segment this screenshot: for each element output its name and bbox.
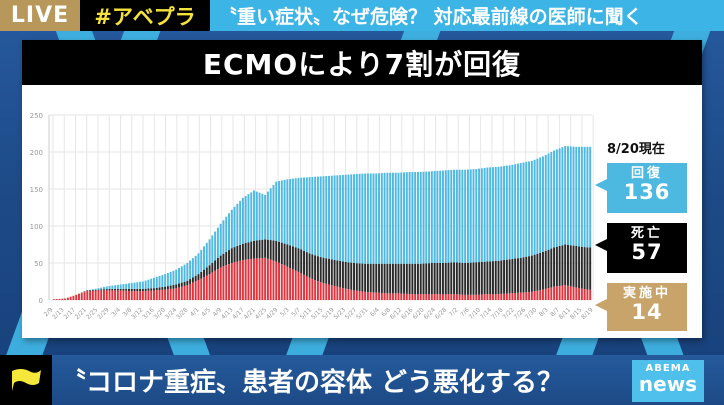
legend-value: 136 (623, 179, 671, 204)
svg-text:100: 100 (30, 223, 43, 231)
svg-text:8/19: 8/19 (580, 306, 595, 321)
svg-text:2/29: 2/29 (96, 306, 111, 321)
svg-text:4/9: 4/9 (211, 306, 223, 318)
svg-text:5/31: 5/31 (355, 306, 370, 321)
legend-label: 死亡 (630, 226, 663, 241)
flag-badge (0, 355, 52, 405)
chart-title: ECMOにより7割が回復 (22, 40, 702, 85)
legend-value: 57 (631, 239, 663, 264)
svg-text:3/8: 3/8 (121, 306, 133, 318)
svg-text:7/6: 7/6 (459, 306, 471, 318)
legend-value: 14 (631, 299, 663, 324)
svg-text:8/3: 8/3 (538, 306, 550, 318)
bottom-caption-bar: 〝コロナ重症〟患者の容体 どう悪化する？ ABEMA news (0, 355, 724, 405)
svg-text:250: 250 (30, 112, 43, 120)
legend-pointer (595, 299, 607, 311)
legend-pointer (595, 179, 607, 191)
hashtag-badge: #アベプラ (80, 0, 210, 31)
svg-text:7/2: 7/2 (448, 306, 460, 318)
legend-label: 回復 (630, 166, 663, 181)
caption-text: 〝コロナ重症〟患者の容体 どう悪化する？ (52, 355, 724, 405)
legend-label: 実施中 (622, 286, 671, 301)
svg-text:6/4: 6/4 (369, 306, 381, 318)
svg-text:7/30: 7/30 (524, 306, 539, 321)
svg-text:5/7: 5/7 (290, 306, 302, 318)
svg-text:3/28: 3/28 (175, 306, 190, 321)
top-banner: LIVE #アベプラ 〝重い症状〟なぜ危険？ 対応最前線の医師に聞く (0, 0, 724, 31)
svg-text:200: 200 (30, 149, 43, 157)
headline-text: 〝重い症状〟なぜ危険？ 対応最前線の医師に聞く (210, 0, 724, 31)
legend-recovered: 回復 136 (595, 163, 687, 213)
svg-text:6/8: 6/8 (380, 306, 392, 318)
svg-text:6/28: 6/28 (434, 306, 449, 321)
live-badge: LIVE (0, 0, 80, 31)
svg-text:2/9: 2/9 (43, 306, 55, 318)
legend-deceased: 死亡 57 (595, 223, 687, 273)
flag-icon (12, 369, 41, 391)
abema-news-logo: ABEMA news (632, 360, 704, 402)
svg-text:5/3: 5/3 (279, 306, 291, 318)
svg-text:4/29: 4/29 (265, 306, 280, 321)
svg-text:4/1: 4/1 (189, 306, 201, 318)
svg-text:0: 0 (39, 297, 43, 305)
logo-top-text: ABEMA (645, 363, 691, 374)
svg-text:150: 150 (30, 186, 43, 194)
svg-text:3/4: 3/4 (110, 306, 122, 318)
legend-pointer (595, 239, 607, 251)
svg-text:50: 50 (34, 260, 43, 268)
svg-text:4/5: 4/5 (200, 306, 212, 318)
legend-ongoing: 実施中 14 (595, 283, 687, 331)
svg-text:8/7: 8/7 (549, 306, 561, 318)
chart-card: ECMOにより7割が回復 0 50 100 150 200 250 2/9 2/13 2/17 2… (22, 40, 702, 338)
as-of-date: 8/20現在 (607, 142, 665, 157)
logo-bottom-text: news (638, 372, 698, 396)
